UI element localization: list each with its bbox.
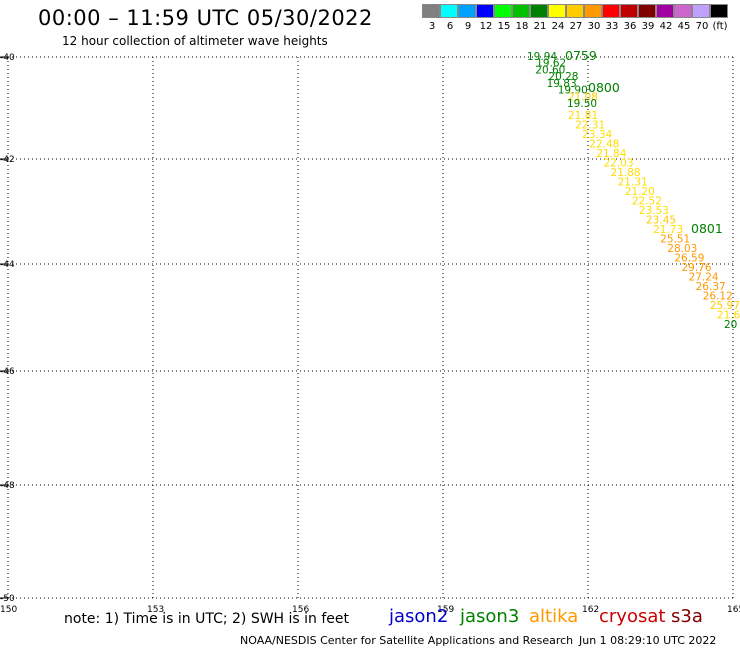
scale-swatch bbox=[566, 4, 584, 18]
wave-height-value: 22.48 bbox=[589, 139, 619, 151]
wave-height-value: 19.94 bbox=[527, 51, 557, 63]
scale-label: 39 bbox=[641, 21, 655, 32]
wave-height-value: 21.81 bbox=[568, 110, 598, 122]
scale-label: 9 bbox=[464, 21, 472, 32]
wave-height-value: 19.50 bbox=[567, 98, 597, 110]
scale-swatch bbox=[494, 4, 512, 18]
wave-height-value: 25.51 bbox=[660, 234, 690, 246]
grid-lines bbox=[0, 56, 734, 599]
wave-height-value: 27.24 bbox=[689, 272, 719, 284]
scale-label: 12 bbox=[479, 21, 493, 32]
scale-label: 30 bbox=[587, 21, 601, 32]
y-tick-label: -48 bbox=[0, 481, 15, 491]
y-tick-label: -42 bbox=[0, 155, 15, 165]
time-label: 0801 bbox=[691, 221, 723, 236]
credit-line: NOAA/NESDIS Center for Satellite Applica… bbox=[240, 634, 574, 647]
wave-height-value: 20.60 bbox=[535, 64, 565, 76]
scale-label: 42 bbox=[659, 21, 673, 32]
scale-label: 36 bbox=[623, 21, 637, 32]
scale-swatch bbox=[692, 4, 710, 18]
time-label: 0759 bbox=[565, 48, 597, 63]
scale-label: 6 bbox=[446, 21, 454, 32]
y-tick-label: -40 bbox=[0, 53, 15, 63]
scale-label: 45 bbox=[677, 21, 691, 32]
wave-height-value: 20.28 bbox=[548, 71, 578, 83]
scale-label: (ft) bbox=[712, 21, 728, 32]
axis-ticks: 150 153 156 159 162 165 -40 -42 -44 -46 -48 -50 bbox=[0, 53, 740, 615]
scale-label: 33 bbox=[605, 21, 619, 32]
scale-label: 18 bbox=[515, 21, 529, 32]
wave-height-value: 28.03 bbox=[667, 243, 697, 255]
scale-swatch bbox=[512, 4, 530, 18]
wave-height-labels: 19.9419.6220.6020.2819.8319.9021.0819.50… bbox=[527, 48, 740, 331]
scale-swatch bbox=[710, 4, 728, 18]
wave-height-value: 19.62 bbox=[536, 58, 566, 70]
scale-label: 3 bbox=[428, 21, 436, 32]
time-label: 0800 bbox=[588, 80, 620, 95]
satellite-name: jason2 bbox=[389, 606, 449, 627]
y-tick-label: -44 bbox=[0, 260, 15, 270]
scale-swatch bbox=[674, 4, 692, 18]
wave-height-value: 23.45 bbox=[646, 215, 676, 227]
wave-height-value: 21.08 bbox=[568, 91, 598, 103]
scale-swatch bbox=[620, 4, 638, 18]
wave-height-value: 21.84 bbox=[596, 148, 626, 160]
scale-swatch bbox=[584, 4, 602, 18]
wave-height-value: 20 bbox=[724, 319, 737, 331]
satellite-name: s3a bbox=[671, 606, 703, 627]
wave-height-value: 21.88 bbox=[611, 167, 641, 179]
x-tick-label: 165 bbox=[727, 605, 740, 615]
scale-swatch bbox=[440, 4, 458, 18]
wave-height-value: 26.12 bbox=[703, 291, 733, 303]
scale-swatch bbox=[476, 4, 494, 18]
scale-label: 15 bbox=[497, 21, 511, 32]
map-title: 00:00 – 11:59 UTC 05/30/2022 bbox=[38, 6, 373, 30]
scale-label: 24 bbox=[551, 21, 565, 32]
x-tick-label: 150 bbox=[0, 605, 17, 615]
satellite-name: jason3 bbox=[460, 606, 520, 627]
scale-swatch bbox=[458, 4, 476, 18]
scale-swatch bbox=[638, 4, 656, 18]
scale-label: 70 bbox=[695, 21, 709, 32]
wave-height-value: 26.37 bbox=[696, 281, 726, 293]
wave-height-value: 22.03 bbox=[603, 158, 633, 170]
scale-swatch bbox=[602, 4, 620, 18]
satellite-name: cryosat bbox=[599, 606, 666, 627]
x-tick-label: 159 bbox=[437, 605, 454, 615]
wave-height-value: 21.31 bbox=[618, 177, 648, 189]
wave-height-value: 21.6 bbox=[717, 310, 740, 322]
scale-swatch bbox=[656, 4, 674, 18]
x-tick-label: 153 bbox=[147, 605, 164, 615]
scale-swatch bbox=[530, 4, 548, 18]
footnote: note: 1) Time is in UTC; 2) SWH is in fe… bbox=[64, 611, 350, 627]
scale-swatch bbox=[422, 4, 440, 18]
generated-timestamp: Jun 1 08:29:10 UTC 2022 bbox=[579, 634, 717, 647]
wave-height-value: 19.83 bbox=[547, 78, 577, 90]
y-tick-label: -46 bbox=[0, 367, 15, 377]
x-tick-label: 162 bbox=[582, 605, 599, 615]
wave-height-value: 21.73 bbox=[653, 224, 683, 236]
scale-label: 27 bbox=[569, 21, 583, 32]
satellite-name: altika bbox=[529, 606, 579, 627]
wave-height-value: 19.90 bbox=[558, 85, 588, 97]
wave-height-value: 21.20 bbox=[625, 186, 655, 198]
y-tick-label: -50 bbox=[0, 594, 15, 604]
wave-height-value: 22.52 bbox=[632, 196, 662, 208]
wave-height-value: 25.97 bbox=[710, 300, 740, 312]
scale-label: 21 bbox=[533, 21, 547, 32]
wave-height-value: 29.76 bbox=[681, 262, 711, 274]
wave-height-value: 23.53 bbox=[639, 205, 669, 217]
wave-height-value: 23.34 bbox=[582, 129, 612, 141]
x-tick-label: 156 bbox=[292, 605, 309, 615]
scale-swatch bbox=[548, 4, 566, 18]
map-subtitle: 12 hour collection of altimeter wave hei… bbox=[62, 34, 328, 48]
wave-height-value: 22.31 bbox=[575, 120, 605, 132]
wave-height-value: 26.59 bbox=[674, 253, 704, 265]
